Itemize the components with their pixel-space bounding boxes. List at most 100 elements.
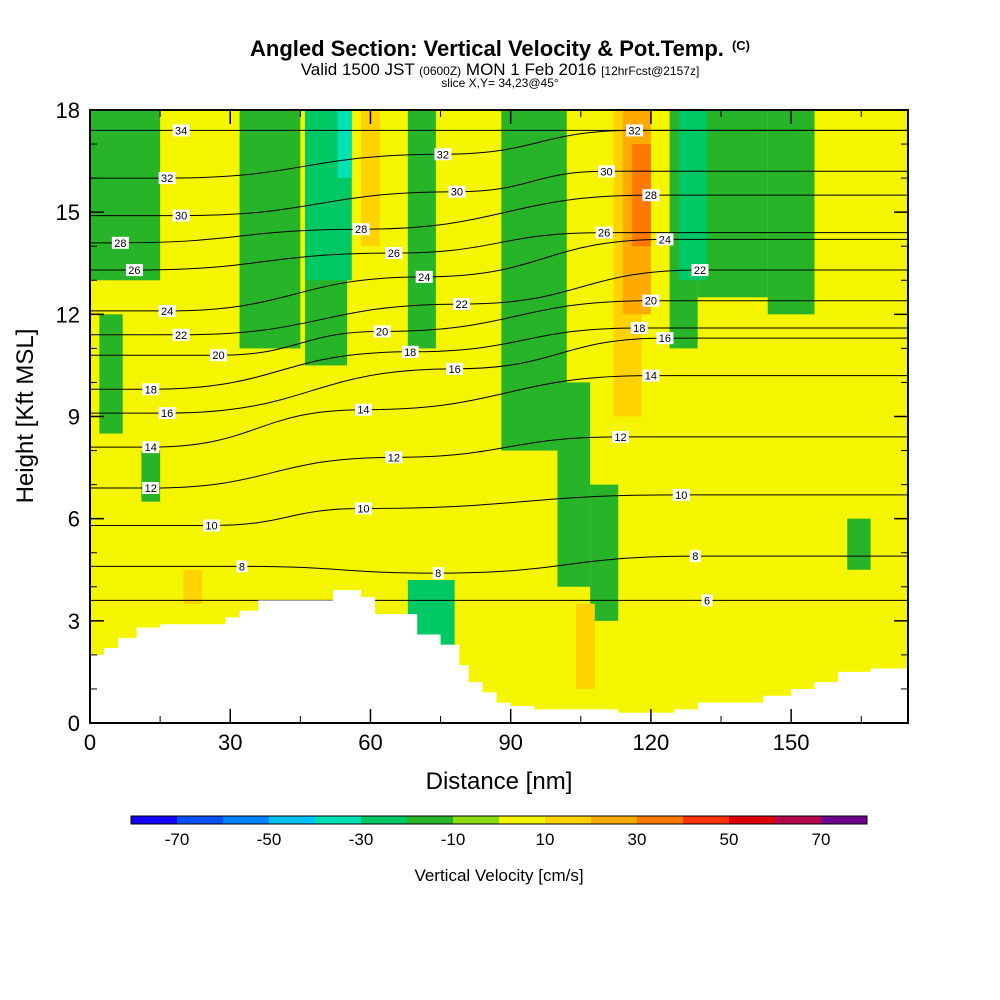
contour-label-bg	[354, 502, 372, 515]
contour-label-bg	[672, 488, 690, 501]
contour-label-text: 12	[614, 432, 626, 444]
contour-label: 22	[691, 264, 709, 277]
velocity-cell	[407, 110, 436, 349]
contour-label: 28	[642, 189, 660, 202]
velocity-cell	[361, 110, 380, 247]
contour-label-bg	[701, 594, 713, 607]
contour-label: 14	[354, 403, 372, 417]
contour-label-bg	[142, 482, 160, 495]
velocity-cell	[590, 484, 619, 621]
colorbar-swatch	[361, 816, 407, 824]
contour-label-bg	[656, 332, 674, 345]
contour-label-bg	[691, 264, 709, 277]
contour-label: 20	[373, 325, 391, 338]
velocity-cell	[697, 110, 768, 298]
contour-label-bg	[125, 264, 143, 277]
velocity-cell	[707, 314, 773, 383]
colorbar-swatch	[591, 816, 637, 824]
contour-label-bg	[689, 550, 701, 563]
contour-label-text: 24	[418, 272, 430, 284]
contour-label-text: 6	[704, 595, 710, 607]
x-tick-label: 60	[358, 730, 382, 755]
contour-label-text: 26	[598, 228, 610, 240]
velocity-cell	[837, 416, 908, 519]
contour-label-bg	[158, 172, 176, 185]
x-tick-label: 0	[84, 730, 96, 755]
y-tick-label: 3	[68, 609, 80, 634]
valid-prefix: Valid 1500 JST	[300, 60, 415, 79]
colorbar-swatch	[821, 816, 867, 824]
velocity-cell	[276, 399, 488, 519]
contour-label: 8	[432, 567, 444, 580]
contour-label-text: 14	[145, 442, 157, 454]
colorbar-swatch	[453, 816, 499, 824]
contour-label: 12	[612, 430, 630, 444]
theta-contour	[90, 494, 908, 526]
contour-label-text: 32	[628, 125, 640, 137]
contour-label-text: 26	[128, 265, 140, 277]
colorbar-tick-label: 10	[536, 830, 555, 849]
contour-label: 8	[236, 560, 248, 573]
contour-label-bg	[630, 321, 648, 334]
contour-label-text: 30	[451, 187, 463, 199]
colorbar-swatch	[729, 816, 775, 824]
colorbar-tick-label: -10	[441, 830, 466, 849]
y-tick-label: 0	[68, 711, 80, 736]
contour-label-bg	[656, 233, 674, 246]
contour-label-bg	[354, 403, 372, 416]
contour-label-bg	[385, 451, 403, 464]
title-text: Angled Section: Vertical Velocity & Pot.…	[250, 36, 724, 61]
contour-label: 26	[125, 264, 143, 277]
velocity-cell	[337, 110, 352, 179]
contour-label-bg	[642, 189, 660, 202]
valid-zulu: (0600Z)	[419, 64, 462, 78]
contour-label-bg	[210, 349, 228, 362]
contour-label-text: 10	[675, 490, 687, 502]
contour-label: 14	[142, 441, 160, 454]
contour-label-bg	[142, 383, 160, 396]
contour-label-text: 22	[175, 330, 187, 342]
x-tick-label: 90	[498, 730, 522, 755]
contour-label: 24	[656, 233, 674, 246]
contour-label: 14	[642, 369, 660, 383]
contour-label-text: 24	[161, 306, 173, 318]
colorbar-frame	[130, 815, 868, 825]
x-axis-label: Distance [nm]	[426, 768, 573, 795]
x-tick-label: 120	[633, 730, 670, 755]
contour-label-bg	[432, 567, 444, 580]
colorbar-swatch	[775, 816, 821, 824]
velocity-cell	[767, 110, 815, 315]
contour-label-text: 18	[145, 384, 157, 396]
contour-label-text: 10	[205, 520, 217, 532]
contour-label: 32	[158, 172, 176, 185]
velocity-cell	[239, 110, 301, 349]
contour-label-bg	[595, 226, 613, 239]
contour-label-bg	[352, 223, 370, 236]
contour-label-bg	[236, 560, 248, 573]
contour-label-text: 16	[161, 408, 173, 420]
contour-label-bg	[401, 345, 419, 358]
contour-label-text: 18	[404, 347, 416, 359]
velocity-cell	[90, 110, 161, 281]
contour-label: 34	[172, 124, 190, 137]
colorbar-swatch	[499, 816, 545, 824]
y-axis-label: Height [Kft MSL]	[12, 329, 39, 504]
contour-label: 18	[142, 383, 160, 396]
velocity-cell	[445, 110, 492, 315]
contour-label-text: 30	[600, 166, 612, 178]
x-tick-label: 30	[218, 730, 242, 755]
y-axis: 0 3 6 9 12 15 18	[56, 98, 908, 736]
colorbar-tick-label: 70	[812, 830, 831, 849]
slice-info: slice X,Y= 34,23@45°	[441, 76, 559, 90]
contour-label-text: 18	[633, 323, 645, 335]
contour-label-text: 20	[645, 296, 657, 308]
contour-label-text: 12	[145, 483, 157, 495]
contour-label-text: 26	[388, 248, 400, 260]
x-axis: 0 30 60 90 120 150	[84, 110, 862, 755]
x-tick-label: 150	[773, 730, 810, 755]
valid-date: MON 1 Feb 2016	[465, 60, 597, 79]
contour-label: 20	[210, 349, 228, 362]
contour-label: 6	[701, 594, 713, 607]
contour-label: 16	[158, 407, 176, 420]
colorbar: -70 -50 -30 -10 10 30 50 70	[130, 815, 868, 849]
